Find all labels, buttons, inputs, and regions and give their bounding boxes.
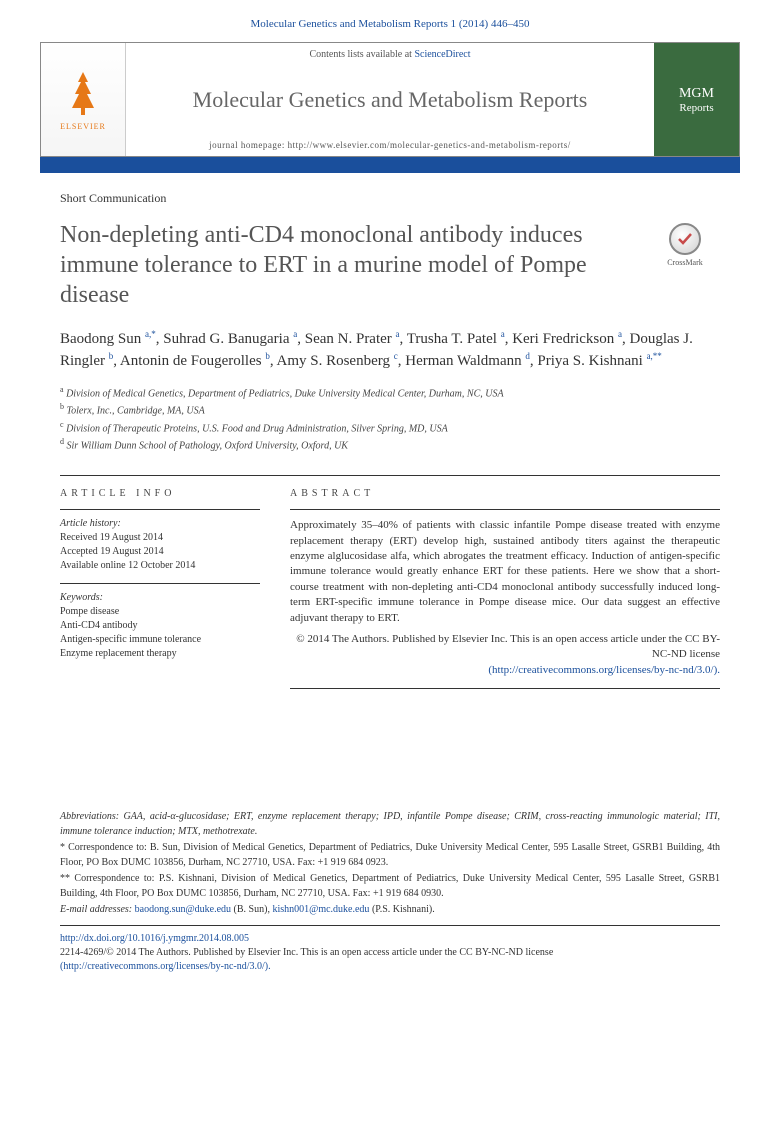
keywords-label: Keywords: xyxy=(60,592,260,603)
footnotes-block: Abbreviations: GAA, acid-α-glucosidase; … xyxy=(0,809,780,917)
journal-homepage[interactable]: journal homepage: http://www.elsevier.co… xyxy=(134,140,646,150)
elsevier-tree-icon xyxy=(63,68,103,118)
history-item: Available online 12 October 2014 xyxy=(60,559,260,573)
journal-masthead: ELSEVIER Contents lists available at Sci… xyxy=(40,42,740,157)
correspondence-1: * Correspondence to: B. Sun, Division of… xyxy=(60,840,720,870)
journal-title: Molecular Genetics and Metabolism Report… xyxy=(134,88,646,112)
correspondence-2: ** Correspondence to: P.S. Kishnani, Div… xyxy=(60,871,720,901)
abstract-text: Approximately 35–40% of patients with cl… xyxy=(290,518,720,626)
issn-line: 2214-4269/© 2014 The Authors. Published … xyxy=(60,946,720,960)
email-link-2[interactable]: kishn001@mc.duke.edu xyxy=(272,904,369,915)
running-header: Molecular Genetics and Metabolism Report… xyxy=(0,0,780,38)
abstract-head: ABSTRACT xyxy=(290,488,720,499)
article-type: Short Communication xyxy=(60,191,720,206)
history-label: Article history: xyxy=(60,518,260,529)
history-item: Received 19 August 2014 xyxy=(60,531,260,545)
license-link[interactable]: (http://creativecommons.org/licenses/by-… xyxy=(488,664,720,676)
cover-line1: MGM xyxy=(679,86,714,102)
footer-license-link[interactable]: (http://creativecommons.org/licenses/by-… xyxy=(60,961,271,972)
elsevier-name: ELSEVIER xyxy=(60,122,106,131)
abstract-column: ABSTRACT Approximately 35–40% of patient… xyxy=(290,488,720,689)
footer-divider xyxy=(60,925,720,926)
email-footnote: E-mail addresses: baodong.sun@duke.edu (… xyxy=(60,902,720,917)
info-abstract-row: ARTICLE INFO Article history: Received 1… xyxy=(60,488,720,689)
abstract-copyright: © 2014 The Authors. Published by Elsevie… xyxy=(290,632,720,678)
abstract-divider xyxy=(290,509,720,510)
article-content: Short Communication Non-depleting anti-C… xyxy=(0,173,780,699)
keyword-item: Enzyme replacement therapy xyxy=(60,647,260,661)
sciencedirect-link[interactable]: ScienceDirect xyxy=(414,49,470,60)
sciencedirect-line: Contents lists available at ScienceDirec… xyxy=(134,49,646,60)
article-title: Non-depleting anti-CD4 monoclonal antibo… xyxy=(60,220,630,310)
keyword-item: Antigen-specific immune tolerance xyxy=(60,633,260,647)
journal-cover-thumbnail[interactable]: MGM Reports xyxy=(654,43,739,156)
affiliation-item: b Tolerx, Inc., Cambridge, MA, USA xyxy=(60,401,720,418)
keyword-item: Anti-CD4 antibody xyxy=(60,619,260,633)
elsevier-logo[interactable]: ELSEVIER xyxy=(41,43,126,156)
affiliation-list: a Division of Medical Genetics, Departme… xyxy=(60,384,720,453)
keyword-item: Pompe disease xyxy=(60,605,260,619)
affiliation-item: c Division of Therapeutic Proteins, U.S.… xyxy=(60,419,720,436)
crossmark-badge[interactable]: CrossMark xyxy=(650,220,720,270)
masthead-blue-bar xyxy=(40,157,740,173)
article-info-column: ARTICLE INFO Article history: Received 1… xyxy=(60,488,260,689)
citation-text[interactable]: Molecular Genetics and Metabolism Report… xyxy=(251,18,530,30)
abbreviations-footnote: Abbreviations: GAA, acid-α-glucosidase; … xyxy=(60,809,720,839)
abstract-divider-end xyxy=(290,688,720,689)
info-divider-2 xyxy=(60,583,260,584)
doi-link[interactable]: http://dx.doi.org/10.1016/j.ymgmr.2014.0… xyxy=(60,933,249,944)
author-list: Baodong Sun a,*, Suhrad G. Banugaria a, … xyxy=(60,328,720,372)
info-divider xyxy=(60,509,260,510)
affiliation-item: d Sir William Dunn School of Pathology, … xyxy=(60,436,720,453)
crossmark-icon xyxy=(669,223,701,255)
footer-block: http://dx.doi.org/10.1016/j.ymgmr.2014.0… xyxy=(0,932,780,992)
email-link-1[interactable]: baodong.sun@duke.edu xyxy=(135,904,231,915)
cover-line2: Reports xyxy=(679,102,713,114)
article-info-head: ARTICLE INFO xyxy=(60,488,260,499)
section-divider xyxy=(60,475,720,476)
title-row: Non-depleting anti-CD4 monoclonal antibo… xyxy=(60,220,720,310)
history-item: Accepted 19 August 2014 xyxy=(60,545,260,559)
affiliation-item: a Division of Medical Genetics, Departme… xyxy=(60,384,720,401)
masthead-center: Contents lists available at ScienceDirec… xyxy=(126,43,654,156)
